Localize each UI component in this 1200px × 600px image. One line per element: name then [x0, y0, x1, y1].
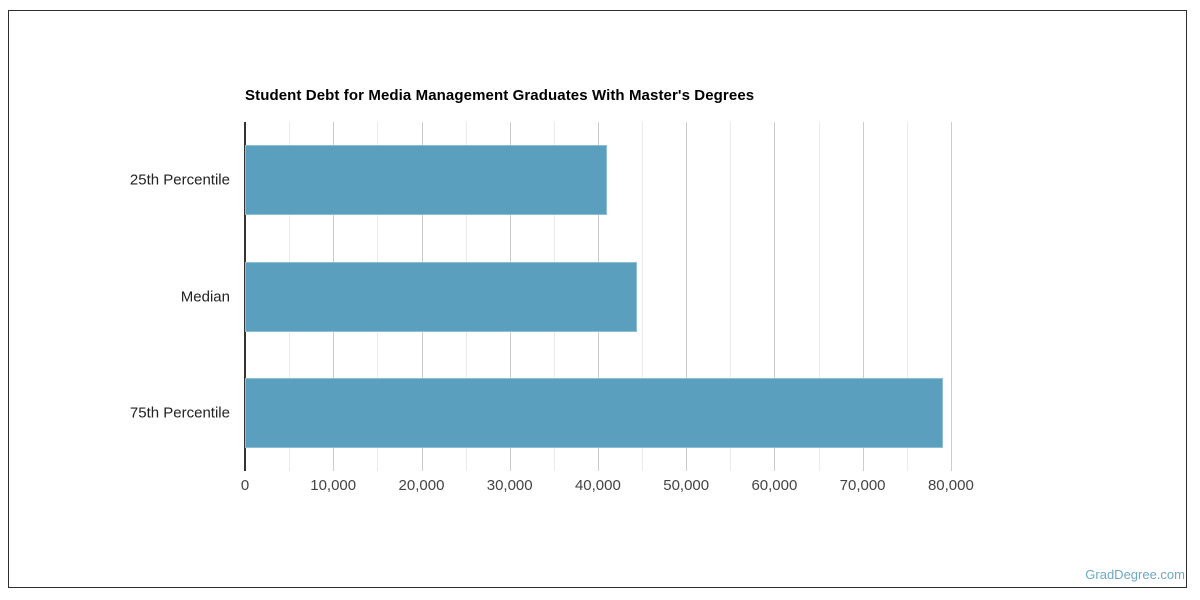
major-gridline	[686, 122, 688, 471]
major-gridline	[774, 122, 776, 471]
bar-median[interactable]	[245, 261, 637, 332]
watermark-link[interactable]: GradDegree.com	[1085, 567, 1185, 582]
x-tick-label: 70,000	[839, 477, 886, 494]
plot-area	[244, 122, 995, 471]
category-label: 75th Percentile	[129, 404, 230, 422]
x-tick-label: 10,000	[310, 477, 357, 494]
x-tick-label: 60,000	[751, 477, 798, 494]
x-tick-label: 20,000	[398, 477, 445, 494]
x-tick-label: 30,000	[486, 477, 533, 494]
category-label: 25th Percentile	[129, 171, 230, 189]
major-gridline	[950, 122, 952, 471]
x-tick-label: 50,000	[663, 477, 710, 494]
major-gridline	[862, 122, 864, 471]
minor-gridline	[730, 122, 732, 471]
minor-gridline	[906, 122, 908, 471]
bar-25th-percentile[interactable]	[245, 145, 607, 216]
x-tick-label: 40,000	[574, 477, 621, 494]
bar-75th-percentile[interactable]	[245, 377, 943, 448]
category-label: Median	[180, 288, 230, 305]
chart-title: Student Debt for Media Management Gradua…	[245, 87, 755, 104]
minor-gridline	[642, 122, 644, 471]
x-tick-label: 80,000	[927, 477, 974, 494]
minor-gridline	[818, 122, 820, 471]
x-tick-label: 0	[240, 477, 250, 494]
